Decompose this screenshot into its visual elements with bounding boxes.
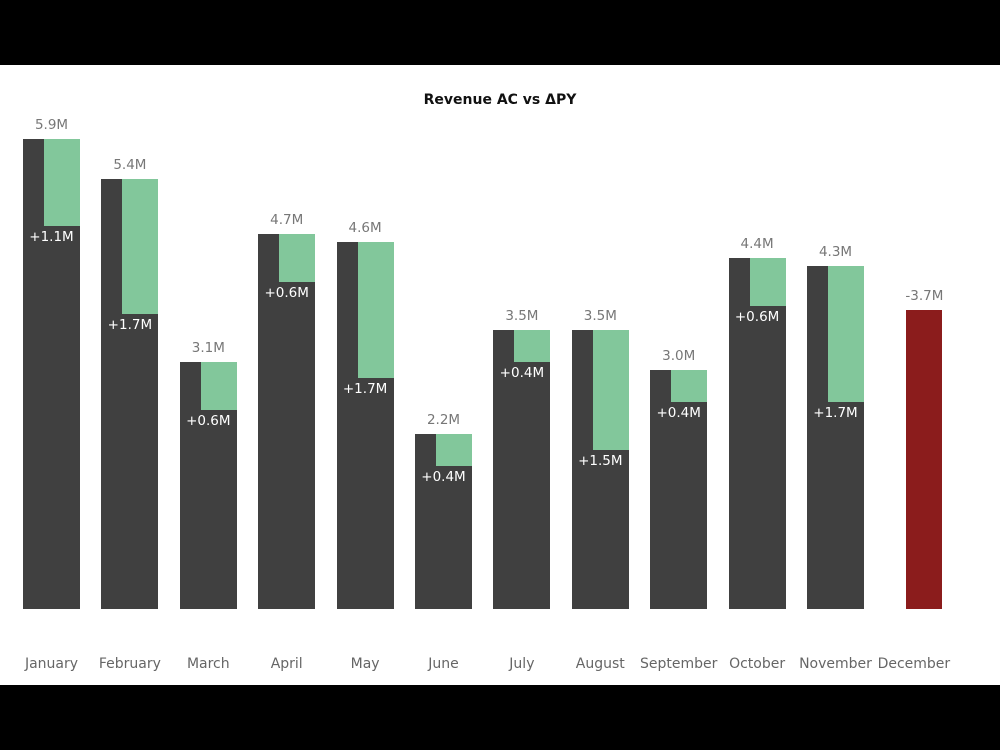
- bar-delta-april[interactable]: [279, 234, 316, 283]
- value-label: 3.1M: [191, 339, 225, 356]
- bar-ac-july[interactable]: [493, 330, 551, 609]
- bar-delta-june[interactable]: [436, 433, 472, 466]
- delta-label: +1.7M: [107, 317, 153, 334]
- bar-ac-october[interactable]: [728, 258, 786, 609]
- category-label-august: August: [575, 656, 625, 672]
- bar-delta-september[interactable]: [671, 369, 708, 402]
- value-label: 3.5M: [583, 308, 617, 325]
- bar-delta-may[interactable]: [357, 242, 394, 378]
- category-label-march: March: [186, 656, 230, 672]
- bar-delta-december[interactable]: [906, 310, 943, 609]
- delta-label: +1.1M: [29, 229, 74, 246]
- value-label: 5.9M: [34, 116, 69, 133]
- value-label: 2.2M: [426, 411, 461, 428]
- bar-delta-february[interactable]: [122, 178, 159, 315]
- category-label-january: January: [24, 656, 79, 672]
- category-label-november: November: [799, 656, 872, 672]
- bar-delta-july[interactable]: [514, 330, 551, 362]
- value-label: 5.4M: [113, 156, 147, 173]
- delta-label: +0.6M: [264, 285, 309, 302]
- value-label: 4.6M: [348, 220, 382, 237]
- delta-label: +0.4M: [499, 364, 545, 381]
- delta-label: +0.4M: [421, 468, 466, 485]
- bar-ac-april[interactable]: [258, 234, 316, 609]
- value-label: 4.4M: [740, 236, 774, 253]
- bar-delta-november[interactable]: [828, 266, 864, 402]
- category-label-september: September: [639, 656, 718, 672]
- delta-label: +0.4M: [656, 404, 701, 421]
- value-label: 4.3M: [818, 244, 853, 261]
- bar-delta-october[interactable]: [749, 258, 786, 307]
- delta-label: +0.6M: [734, 309, 780, 326]
- bar-delta-march[interactable]: [200, 361, 237, 410]
- bar-delta-january[interactable]: [44, 138, 80, 227]
- category-label-october: October: [729, 656, 786, 672]
- plot-area: 5.9M +1.1M January 5.4M +1.7M February 3.1M +0.…: [0, 65, 1000, 685]
- chart-title: Revenue AC vs ΔPY: [423, 92, 577, 108]
- category-label-april: April: [270, 656, 303, 672]
- category-label-december: December: [877, 656, 951, 672]
- value-label: 4.7M: [270, 212, 304, 229]
- category-label-june: June: [428, 656, 459, 672]
- delta-label: -3.7M: [905, 288, 944, 305]
- category-label-february: February: [98, 656, 161, 672]
- value-label: 3.5M: [505, 308, 539, 325]
- value-label: 3.0M: [662, 347, 696, 364]
- bar-delta-august[interactable]: [592, 330, 629, 450]
- delta-label: +1.5M: [578, 452, 623, 469]
- category-label-july: July: [509, 656, 535, 672]
- chart-canvas: Revenue AC vs ΔPY 5.9M +1.1M January 5.4M +1…: [0, 65, 1000, 685]
- delta-label: +1.7M: [813, 404, 858, 421]
- delta-label: +1.7M: [342, 380, 388, 397]
- bar-ac-september[interactable]: [650, 369, 708, 609]
- category-label-may: May: [350, 656, 380, 672]
- delta-label: +0.6M: [186, 412, 231, 429]
